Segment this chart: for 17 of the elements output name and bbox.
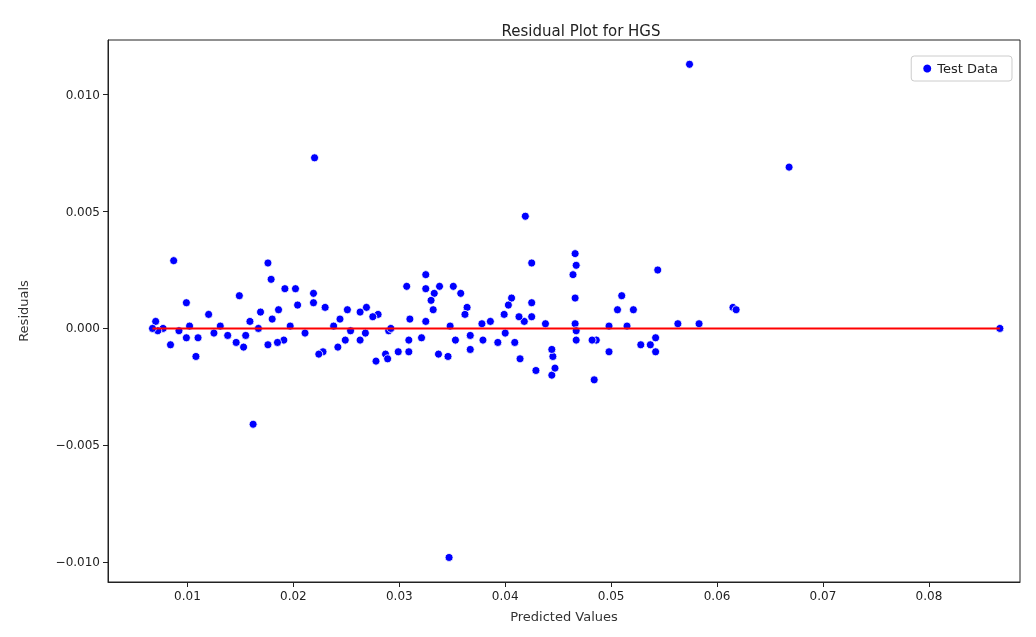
y-tick-label: −0.005 — [55, 438, 100, 453]
y-tick-label: 0.010 — [65, 87, 100, 102]
chart-title: Residual Plot for HGS — [501, 21, 661, 40]
legend-label: Test Data — [936, 61, 999, 76]
x-axis-title: Predicted Values — [510, 609, 619, 624]
x-tick-label: 0.06 — [703, 589, 731, 603]
x-tick-label: 0.07 — [809, 589, 837, 603]
y-tick-label: 0.000 — [65, 321, 100, 336]
y-tick-label: −0.010 — [55, 555, 100, 570]
x-tick-label: 0.03 — [385, 589, 413, 603]
x-tick-label: 0.08 — [915, 589, 943, 603]
x-tick-label: 0.04 — [491, 589, 519, 603]
y-axis-title: Residuals — [16, 279, 31, 342]
x-tick-label: 0.01 — [174, 589, 201, 603]
x-tick-label: 0.05 — [597, 589, 625, 603]
x-tick-label: 0.02 — [280, 589, 307, 603]
y-tick-label: 0.005 — [65, 204, 100, 219]
